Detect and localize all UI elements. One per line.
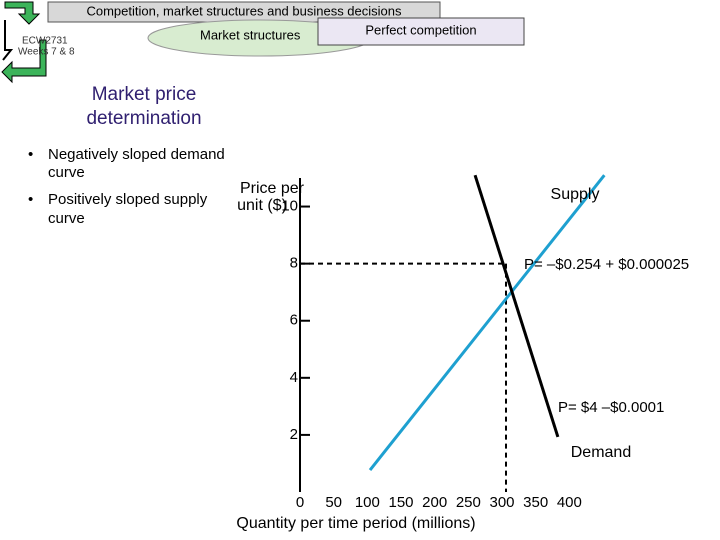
x-tick-label: 0 bbox=[296, 494, 304, 511]
x-tick-label: 100 bbox=[355, 494, 380, 511]
section-box bbox=[317, 17, 525, 46]
weeks: Weeks 7 & 8 bbox=[18, 47, 75, 58]
x-tick-label: 50 bbox=[325, 494, 342, 511]
x-axis-label: Quantity per time period (millions) bbox=[236, 515, 475, 532]
slide-title: determination bbox=[86, 108, 201, 129]
y-tick-label: 6 bbox=[290, 312, 298, 329]
equation: P= –$0.254 + $0.000025 bbox=[524, 256, 689, 273]
section-label: Perfect competition bbox=[365, 22, 476, 37]
bullet-dot: • bbox=[28, 191, 33, 208]
cycle-arrow bbox=[2, 20, 14, 61]
y-axis-label: unit ($) bbox=[237, 197, 287, 214]
y-tick-label: 8 bbox=[290, 255, 298, 272]
x-tick-label: 300 bbox=[489, 494, 514, 511]
course-code: ECW2731 bbox=[22, 36, 68, 47]
y-tick-label: 4 bbox=[290, 369, 298, 386]
bullet: curve bbox=[48, 164, 85, 181]
bullet-dot: • bbox=[28, 146, 33, 163]
series-line bbox=[473, 174, 560, 438]
x-tick-label: 250 bbox=[456, 494, 481, 511]
x-tick-label: 350 bbox=[523, 494, 548, 511]
y-tick-label: 10 bbox=[281, 198, 298, 215]
equation: P= $4 –$0.0001 bbox=[558, 399, 664, 416]
slide-title: Market price bbox=[92, 84, 197, 105]
x-tick-label: 200 bbox=[422, 494, 447, 511]
y-axis-label: Price per bbox=[240, 180, 305, 197]
bullet: curve bbox=[48, 210, 85, 227]
series-line bbox=[368, 174, 606, 471]
bullet: Positively sloped supply bbox=[48, 191, 208, 208]
cycle-icon bbox=[1, 1, 47, 84]
header-title: Competition, market structures and busin… bbox=[86, 3, 402, 18]
x-tick-label: 400 bbox=[557, 494, 582, 511]
y-tick-label: 2 bbox=[290, 426, 298, 443]
bullet: Negatively sloped demand bbox=[48, 146, 225, 163]
legend-label: Demand bbox=[571, 444, 631, 461]
x-tick-label: 150 bbox=[388, 494, 413, 511]
legend-label: Supply bbox=[551, 186, 600, 203]
tab-label: Market structures bbox=[200, 27, 301, 42]
